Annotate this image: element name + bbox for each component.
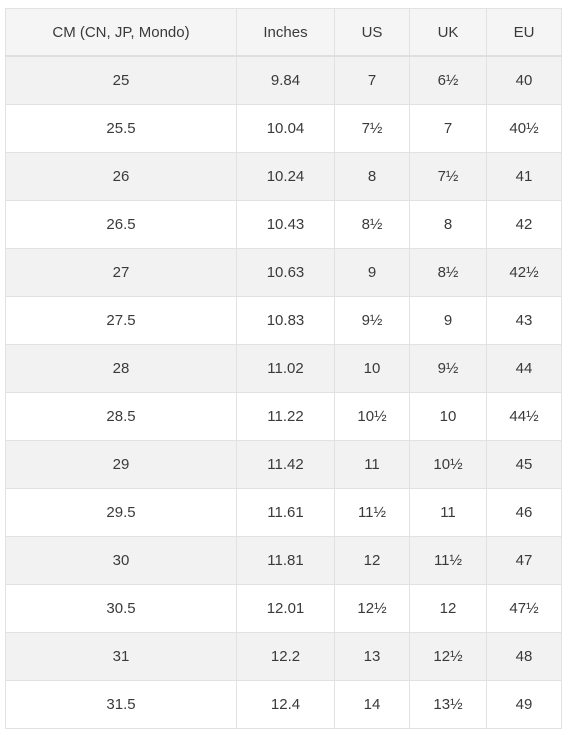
cell-eu: 47 (486, 536, 562, 585)
cell-eu: 46 (486, 488, 562, 537)
cell-eu: 48 (486, 632, 562, 681)
cell-uk: 11 (409, 488, 487, 537)
cell-us: 12½ (334, 584, 410, 633)
cell-uk: 8 (409, 200, 487, 249)
cell-cm: 26.5 (5, 200, 237, 249)
cell-inches: 10.83 (236, 296, 335, 345)
cell-cm: 26 (5, 152, 237, 201)
cell-uk: 9½ (409, 344, 487, 393)
cell-cm: 29 (5, 440, 237, 489)
cell-cm: 31 (5, 632, 237, 681)
cell-uk: 7½ (409, 152, 487, 201)
cell-inches: 10.24 (236, 152, 335, 201)
column-header-cm: CM (CN, JP, Mondo) (5, 8, 237, 57)
cell-us: 10 (334, 344, 410, 393)
cell-us: 12 (334, 536, 410, 585)
cell-us: 7½ (334, 104, 410, 153)
cell-cm: 28 (5, 344, 237, 393)
cell-uk: 11½ (409, 536, 487, 585)
cell-cm: 30.5 (5, 584, 237, 633)
cell-eu: 41 (486, 152, 562, 201)
cell-eu: 44 (486, 344, 562, 393)
table-row: 28.5 11.22 10½ 10 44½ (5, 392, 562, 441)
column-header-inches: Inches (236, 8, 335, 57)
cell-inches: 11.22 (236, 392, 335, 441)
table-row: 25.5 10.04 7½ 7 40½ (5, 104, 562, 153)
cell-eu: 49 (486, 680, 562, 729)
table-row: 29.5 11.61 11½ 11 46 (5, 488, 562, 537)
cell-cm: 28.5 (5, 392, 237, 441)
cell-inches: 11.42 (236, 440, 335, 489)
table-row: 29 11.42 11 10½ 45 (5, 440, 562, 489)
table-row: 28 11.02 10 9½ 44 (5, 344, 562, 393)
column-header-eu: EU (486, 8, 562, 57)
column-header-uk: UK (409, 8, 487, 57)
cell-eu: 40 (486, 55, 562, 105)
shoe-size-conversion-table: CM (CN, JP, Mondo) Inches US UK EU 25 9.8… (5, 8, 562, 729)
cell-cm: 27.5 (5, 296, 237, 345)
table-row: 26.5 10.43 8½ 8 42 (5, 200, 562, 249)
cell-uk: 10 (409, 392, 487, 441)
cell-uk: 9 (409, 296, 487, 345)
cell-eu: 44½ (486, 392, 562, 441)
cell-uk: 12½ (409, 632, 487, 681)
cell-inches: 12.2 (236, 632, 335, 681)
cell-us: 11 (334, 440, 410, 489)
cell-cm: 30 (5, 536, 237, 585)
cell-cm: 29.5 (5, 488, 237, 537)
cell-inches: 10.43 (236, 200, 335, 249)
table-row: 30.5 12.01 12½ 12 47½ (5, 584, 562, 633)
size-chart-container: CM (CN, JP, Mondo) Inches US UK EU 25 9.8… (5, 8, 562, 729)
cell-uk: 10½ (409, 440, 487, 489)
cell-us: 8 (334, 152, 410, 201)
table-body: 25 9.84 7 6½ 40 25.5 10.04 7½ 7 40½ 26 10.24 8 7½ 41 26… (5, 55, 562, 729)
table-row: 27 10.63 9 8½ 42½ (5, 248, 562, 297)
cell-eu: 42 (486, 200, 562, 249)
cell-cm: 31.5 (5, 680, 237, 729)
cell-inches: 9.84 (236, 55, 335, 105)
cell-us: 10½ (334, 392, 410, 441)
cell-eu: 40½ (486, 104, 562, 153)
cell-uk: 12 (409, 584, 487, 633)
cell-us: 14 (334, 680, 410, 729)
cell-us: 9 (334, 248, 410, 297)
cell-us: 13 (334, 632, 410, 681)
table-row: 27.5 10.83 9½ 9 43 (5, 296, 562, 345)
table-row: 30 11.81 12 11½ 47 (5, 536, 562, 585)
cell-inches: 11.02 (236, 344, 335, 393)
cell-inches: 12.4 (236, 680, 335, 729)
cell-cm: 27 (5, 248, 237, 297)
cell-uk: 6½ (409, 55, 487, 105)
cell-eu: 45 (486, 440, 562, 489)
cell-us: 7 (334, 55, 410, 105)
table-row: 31.5 12.4 14 13½ 49 (5, 680, 562, 729)
cell-eu: 47½ (486, 584, 562, 633)
cell-eu: 43 (486, 296, 562, 345)
table-row: 25 9.84 7 6½ 40 (5, 55, 562, 105)
cell-us: 9½ (334, 296, 410, 345)
cell-uk: 8½ (409, 248, 487, 297)
cell-eu: 42½ (486, 248, 562, 297)
cell-uk: 13½ (409, 680, 487, 729)
cell-inches: 10.04 (236, 104, 335, 153)
table-header-row: CM (CN, JP, Mondo) Inches US UK EU (5, 8, 562, 57)
cell-cm: 25 (5, 55, 237, 105)
cell-inches: 10.63 (236, 248, 335, 297)
cell-uk: 7 (409, 104, 487, 153)
cell-us: 8½ (334, 200, 410, 249)
cell-us: 11½ (334, 488, 410, 537)
cell-inches: 12.01 (236, 584, 335, 633)
table-row: 31 12.2 13 12½ 48 (5, 632, 562, 681)
table-row: 26 10.24 8 7½ 41 (5, 152, 562, 201)
column-header-us: US (334, 8, 410, 57)
cell-inches: 11.61 (236, 488, 335, 537)
cell-inches: 11.81 (236, 536, 335, 585)
cell-cm: 25.5 (5, 104, 237, 153)
